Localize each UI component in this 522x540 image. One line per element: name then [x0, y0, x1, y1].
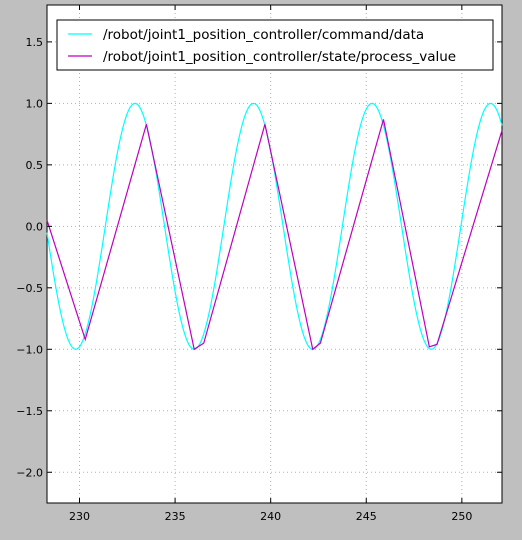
legend-box	[56, 19, 494, 71]
y-tick-label: −0.5	[16, 282, 43, 295]
y-tick-label: 0.5	[26, 159, 44, 172]
y-tick-label: 0.0	[26, 220, 44, 233]
series-layer	[46, 102, 503, 351]
y-tick-label: −2.0	[16, 466, 43, 479]
legend-label-process-value: /robot/joint1_position_controller/state/…	[103, 49, 456, 65]
x-tick-label: 245	[356, 510, 377, 523]
y-tick-label: −1.5	[16, 405, 43, 418]
x-tick-label: 240	[260, 510, 281, 523]
y-tick-label: −1.0	[16, 343, 43, 356]
x-tick-label: 235	[165, 510, 186, 523]
x-tick-label: 230	[69, 510, 90, 523]
x-tick-label: 250	[451, 510, 472, 523]
series-line-process-value	[46, 119, 503, 351]
plot-area	[46, 4, 503, 504]
y-tick-label: 1.5	[26, 36, 44, 49]
series-line-command	[46, 102, 503, 350]
y-tick-label: 1.0	[26, 97, 44, 110]
axis-ticks: 230 235 240 245 250 1.5 1.0 0.5 0.0 −0.5 −1.0 −1.5 −…	[16, 5, 502, 523]
legend-label-command: /robot/joint1_position_controller/comman…	[103, 27, 424, 43]
legend: /robot/joint1_position_controller/comman…	[56, 19, 494, 71]
